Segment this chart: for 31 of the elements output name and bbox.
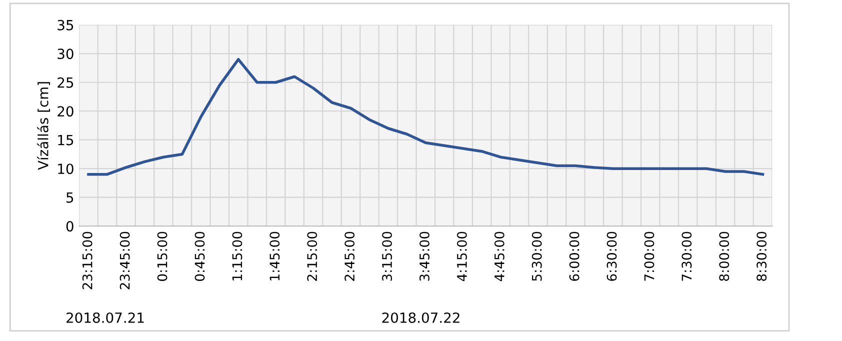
y-tick-label: 10: [58, 164, 74, 174]
x-tick-label: 4:45:00: [494, 232, 504, 282]
x-tick-label: 3:45:00: [419, 232, 430, 281]
x-tick-label: 7:30:00: [682, 232, 692, 281]
y-tick-label: 0: [66, 221, 74, 232]
x-tick-label: 4:15:00: [456, 232, 467, 282]
y-tick-label: 15: [58, 135, 74, 146]
x-tick-label: 3:15:00: [382, 232, 392, 281]
x-tick-label: 6:00:00: [569, 232, 580, 281]
x-tick-label: 7:00:00: [644, 232, 654, 281]
x-tick-label: 5:30:00: [532, 232, 542, 281]
x-tick-label: 0:45:00: [194, 232, 205, 281]
y-tick-label: 30: [58, 48, 74, 60]
x-tick-label: 0:15:00: [157, 232, 168, 281]
x-tick-label: 2:45:00: [344, 232, 355, 281]
x-tick-label: 8:30:00: [756, 232, 767, 281]
x-tick-label: 23:15:00: [82, 232, 92, 290]
y-tick-label: 25: [58, 77, 74, 88]
y-tick-label: 5: [66, 192, 74, 203]
x-tick-label: 23:45:00: [120, 232, 130, 290]
y-tick-label: 35: [58, 20, 74, 30]
y-tick-label: 20: [58, 106, 74, 117]
y-axis-title: Vízállás [cm]: [37, 82, 50, 170]
x-tick-label: 1:15:00: [232, 232, 242, 280]
x-tick-label: 1:45:00: [270, 232, 280, 280]
x-tick-label: 2:15:00: [307, 232, 318, 281]
x-tick-label: 6:30:00: [606, 232, 617, 281]
text: 2018.07.21: [66, 312, 144, 323]
text: 2018.07.22: [382, 312, 460, 323]
line-series: [87, 58, 764, 176]
x-tick-label: 8:00:00: [719, 232, 730, 281]
